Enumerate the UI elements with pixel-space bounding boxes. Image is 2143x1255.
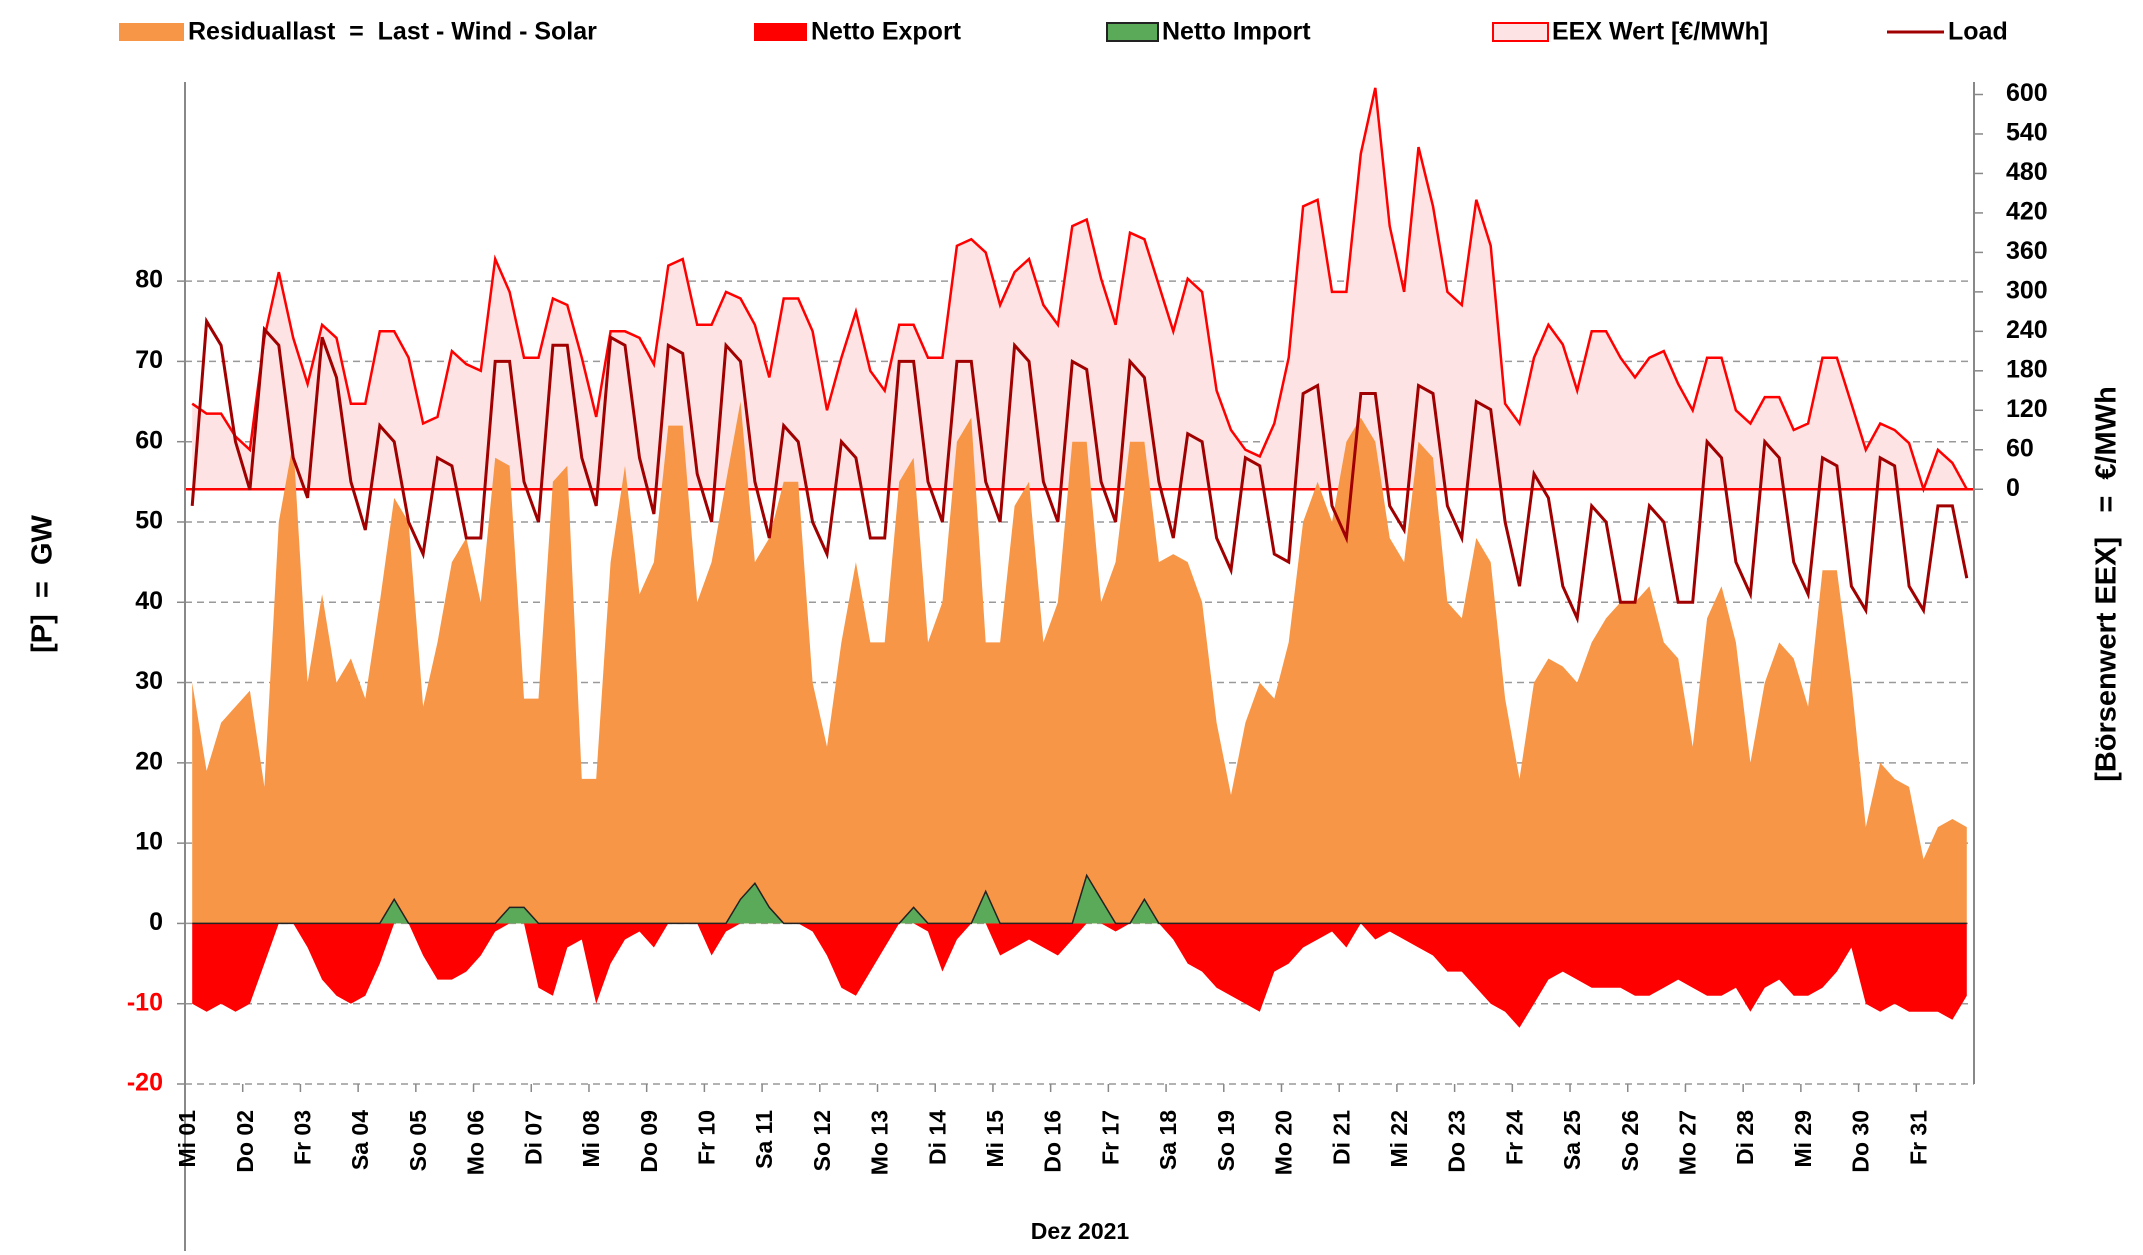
x-tick-label: Mo 06	[463, 1110, 489, 1175]
x-tick-label: Mi 15	[982, 1110, 1008, 1168]
x-tick-label: Di 21	[1328, 1110, 1354, 1165]
x-tick-label: Di 07	[520, 1110, 546, 1165]
y-tick-label: 80	[135, 266, 163, 294]
legend-label: Residuallast = Last - Wind - Solar	[188, 18, 597, 46]
x-tick-label: Mi 08	[578, 1110, 604, 1168]
y-tick-label: -10	[127, 988, 163, 1016]
y-tick-label: 50	[135, 507, 163, 535]
y2-tick-label: 0	[2006, 474, 2020, 502]
x-tick-label: Sa 18	[1155, 1110, 1181, 1170]
y2-tick-label: 420	[2006, 198, 2048, 226]
x-tick-label: Di 14	[924, 1110, 950, 1165]
x-tick-label: Fr 31	[1905, 1110, 1931, 1165]
legend-swatch	[1106, 22, 1159, 42]
x-tick-label: Mo 13	[867, 1110, 893, 1175]
area	[192, 401, 1967, 924]
y-tick-label: 70	[135, 346, 163, 374]
y-tick-label: 10	[135, 828, 163, 856]
data-layer	[185, 87, 1974, 1028]
y2-tick-label: 600	[2006, 79, 2048, 107]
y-tick-label: -20	[127, 1069, 163, 1097]
x-tick-label: Fr 10	[693, 1110, 719, 1165]
x-tick-label: Fr 03	[289, 1110, 315, 1165]
y2-axis-title: [Börsenwert EEX] = €/MWh	[2091, 386, 2123, 782]
line	[190, 316, 1969, 624]
x-tick-label: Mo 27	[1675, 1110, 1701, 1175]
x-tick-label: Sa 25	[1559, 1110, 1585, 1170]
area-outline	[191, 87, 1968, 494]
y-tick-label: 20	[135, 747, 163, 775]
axis-layer: -20 -10 0 10 20 30 40 50 60 70 80 0 60 120 180 240 300 36…	[127, 79, 2048, 1251]
x-tick-label: Do 23	[1444, 1110, 1470, 1173]
x-tick-label: So 19	[1213, 1110, 1239, 1171]
x-tick-label: Mi 29	[1790, 1110, 1816, 1168]
x-tick-label: Di 28	[1732, 1110, 1758, 1165]
x-tick-label: Do 09	[636, 1110, 662, 1173]
area	[192, 87, 1967, 490]
x-tick-label: Mi 01	[174, 1110, 200, 1168]
legend-swatch	[1492, 22, 1549, 42]
x-tick-label: So 26	[1617, 1110, 1643, 1171]
y2-tick-label: 240	[2006, 316, 2048, 344]
y-tick-label: 60	[135, 426, 163, 454]
x-tick-label: Fr 24	[1501, 1110, 1527, 1165]
y2-tick-label: 540	[2006, 119, 2048, 147]
legend-label: Load	[1948, 18, 2008, 46]
area	[192, 923, 1967, 1028]
y2-tick-label: 120	[2006, 395, 2048, 423]
x-tick-label: Sa 11	[751, 1110, 777, 1169]
legend-swatch	[754, 23, 807, 41]
legend-label: Netto Export	[811, 18, 962, 46]
x-tick-label: Do 02	[232, 1110, 258, 1173]
legend-label: Netto Import	[1162, 18, 1311, 46]
x-tick-label: So 12	[809, 1110, 835, 1171]
legend-label: EEX Wert [€/MWh]	[1552, 18, 1768, 46]
y-tick-label: 0	[149, 908, 163, 936]
x-tick-label: Sa 04	[347, 1110, 373, 1170]
y-axis-title: [P] = GW	[27, 514, 59, 652]
y2-tick-label: 180	[2006, 355, 2048, 383]
y2-tick-label: 480	[2006, 158, 2048, 186]
x-tick-label: Mi 22	[1386, 1110, 1412, 1168]
y2-tick-label: 300	[2006, 276, 2048, 304]
x-tick-label: Do 16	[1040, 1110, 1066, 1173]
x-tick-label: Do 30	[1848, 1110, 1874, 1173]
y-tick-label: 30	[135, 667, 163, 695]
x-tick-label: Mo 20	[1271, 1110, 1297, 1175]
area-outline	[192, 873, 1967, 925]
x-tick-label: Fr 17	[1097, 1110, 1123, 1165]
y2-tick-label: 360	[2006, 237, 2048, 265]
x-tick-label: So 05	[405, 1110, 431, 1172]
x-axis-title: Dez 2021	[1031, 1218, 1130, 1244]
y2-tick-label: 60	[2006, 434, 2034, 462]
legend-swatch	[119, 23, 184, 41]
y-tick-label: 40	[135, 587, 163, 615]
